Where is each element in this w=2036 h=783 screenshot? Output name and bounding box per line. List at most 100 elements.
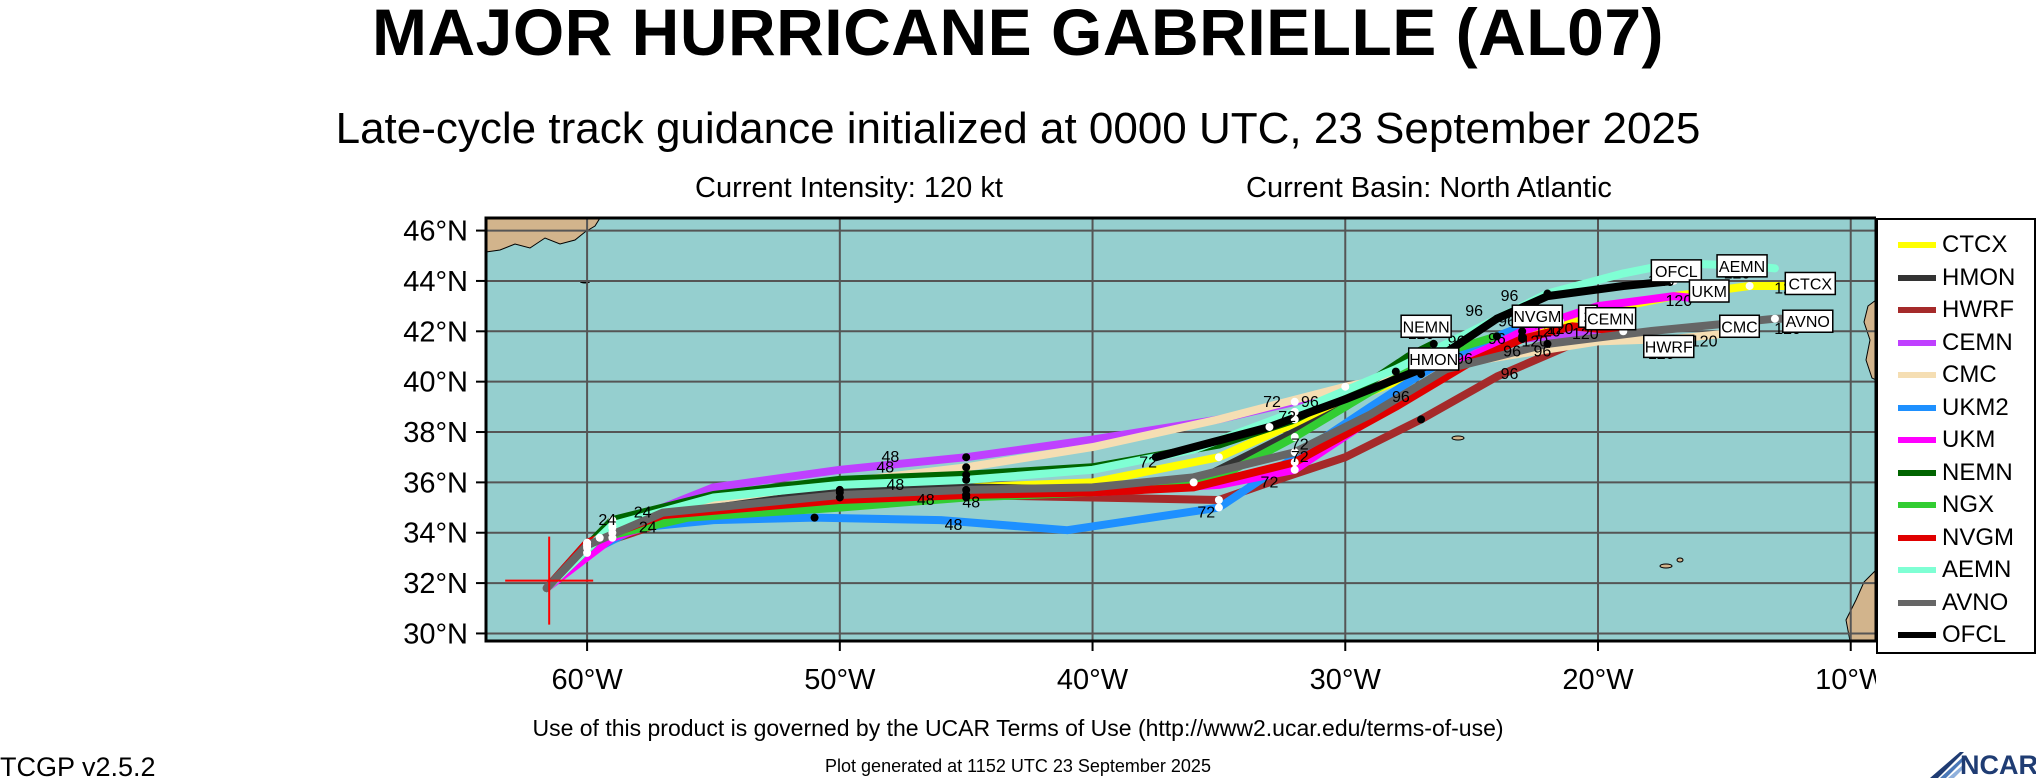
legend-label: HMON bbox=[1942, 263, 2016, 291]
forecast-hour-label: 48 bbox=[917, 492, 935, 509]
track-point bbox=[1290, 458, 1299, 467]
axis-labels: 60°W 50°W 40°W 30°W 20°W 10°W 30°N 32°N 34°N 36°N… bbox=[403, 216, 1876, 696]
model-label-text: CMC bbox=[1721, 319, 1757, 336]
legend-item-hmon: HMON bbox=[1898, 263, 2015, 293]
track-point bbox=[1290, 448, 1299, 457]
model-label-text: AVNO bbox=[1786, 314, 1830, 331]
legend-item-aemn: AEMN bbox=[1898, 555, 2011, 585]
legend-label: OFCL bbox=[1942, 621, 2007, 648]
forecast-hour-label: 72 bbox=[1197, 505, 1215, 522]
island-azores-1 bbox=[1451, 435, 1465, 441]
legend-swatch bbox=[1898, 372, 1936, 378]
page-title: MAJOR HURRICANE GABRIELLE (AL07) bbox=[371, 0, 1665, 69]
lat-tick-label: 42°N bbox=[403, 316, 468, 348]
legend: CTCX HMON HWRF CEMN CMC UKM2 UKM NEMN NGX NVGM AEM… bbox=[1876, 218, 2036, 654]
lat-tick-label: 38°N bbox=[403, 417, 468, 449]
model-label-box bbox=[1716, 254, 1768, 278]
legend-label: NVGM bbox=[1942, 523, 2014, 551]
legend-swatch bbox=[1898, 502, 1936, 508]
track-point bbox=[1290, 415, 1299, 424]
legend-label: AEMN bbox=[1942, 556, 2012, 583]
track-point bbox=[1492, 314, 1501, 323]
track-point bbox=[1214, 503, 1223, 512]
track-point bbox=[1543, 339, 1552, 348]
lon-tick-label: 30°W bbox=[1310, 664, 1382, 696]
legend-item-ukm2: UKM2 bbox=[1898, 393, 2009, 423]
forecast-hour-label: 72 bbox=[1278, 409, 1296, 426]
track-point bbox=[1290, 465, 1299, 474]
ncar-logo-icon bbox=[1930, 752, 1964, 778]
track-point bbox=[1214, 496, 1223, 504]
track-point bbox=[1518, 334, 1527, 343]
lat-tick-label: 44°N bbox=[403, 266, 468, 298]
track-point bbox=[583, 548, 592, 557]
track-point bbox=[962, 453, 971, 462]
forecast-hour-label: 96 bbox=[1465, 303, 1483, 320]
track-point bbox=[1290, 407, 1299, 416]
model-label-text: HWRF bbox=[1645, 339, 1693, 356]
track-point bbox=[1518, 327, 1527, 336]
legend-item-avno: AVNO bbox=[1898, 588, 2008, 618]
forecast-hour-label: 96 bbox=[1392, 389, 1410, 406]
land-newfoundland bbox=[486, 218, 601, 253]
model-label-box bbox=[1400, 314, 1452, 339]
legend-label: CMC bbox=[1942, 361, 1997, 388]
legend-swatch bbox=[1898, 404, 1936, 411]
model-label-text: HMON bbox=[1409, 352, 1458, 369]
island-canary-2 bbox=[1676, 557, 1684, 563]
legend-swatch bbox=[1898, 599, 1936, 606]
forecast-hour-label: 96 bbox=[1498, 313, 1516, 330]
forecast-hour-label: 72 bbox=[1261, 474, 1279, 491]
model-label-box bbox=[1784, 271, 1837, 296]
land-africa bbox=[1845, 569, 1876, 641]
forecast-hour-label: 96 bbox=[1534, 343, 1552, 360]
track-point bbox=[1290, 397, 1299, 406]
model-label-box bbox=[1650, 259, 1703, 283]
model-label-box bbox=[1407, 347, 1460, 371]
track-point bbox=[962, 463, 971, 472]
lat-tick-label: 32°N bbox=[403, 568, 468, 600]
legend-item-ngx: NGX bbox=[1898, 490, 1994, 520]
track-point bbox=[1341, 382, 1350, 391]
legend-label: CEMN bbox=[1942, 328, 2013, 356]
model-label-box bbox=[1688, 279, 1730, 303]
page-subtitle: Late-cycle track guidance initialized at… bbox=[335, 104, 1701, 153]
forecast-hour-label: 48 bbox=[887, 477, 905, 494]
model-label-text: NEMN bbox=[1403, 319, 1450, 336]
forecast-hour-label: 120 bbox=[1691, 333, 1718, 350]
lat-tick-label: 40°N bbox=[403, 367, 468, 399]
legend-swatch bbox=[1898, 274, 1936, 281]
track-point bbox=[962, 485, 971, 494]
legend-item-cemn: CEMN bbox=[1898, 328, 2013, 358]
legend-label: AVNO bbox=[1942, 588, 2009, 616]
track-point bbox=[1429, 339, 1438, 348]
legend-swatch bbox=[1898, 242, 1936, 248]
forecast-hour-label: 96 bbox=[1448, 333, 1466, 350]
legend-swatch bbox=[1898, 632, 1936, 638]
forecast-hour-label: 48 bbox=[945, 517, 963, 534]
track-point bbox=[1417, 370, 1426, 379]
model-label-text: CEMN bbox=[1587, 312, 1634, 329]
track-point bbox=[810, 513, 819, 522]
lon-tick-label: 10°W bbox=[1815, 664, 1876, 696]
lon-tick-label: 50°W bbox=[804, 664, 876, 696]
forecast-hour-label: 48 bbox=[881, 449, 899, 466]
forecast-hour-label: 72 bbox=[1139, 454, 1157, 471]
model-label-text: NVGM bbox=[1513, 309, 1561, 326]
forecast-hour-label: 72 bbox=[1291, 449, 1309, 466]
legend-item-nvgm: NVGM bbox=[1898, 523, 2014, 553]
model-label-box bbox=[1584, 306, 1637, 331]
legend-item-hwrf: HWRF bbox=[1898, 295, 2014, 325]
forecast-hour-label: 48 bbox=[876, 459, 894, 476]
map-frame bbox=[484, 216, 1876, 643]
track-point bbox=[1417, 415, 1426, 424]
ncar-logo-text: NCAR bbox=[1960, 750, 2036, 780]
model-label-text: CTCX bbox=[1789, 276, 1833, 293]
track-point bbox=[1290, 433, 1299, 442]
current-position-marker bbox=[505, 536, 594, 625]
track-point bbox=[608, 533, 617, 542]
track-point bbox=[1189, 478, 1198, 487]
legend-swatch bbox=[1898, 469, 1936, 476]
lat-tick-label: 34°N bbox=[403, 518, 468, 550]
legend-label: NEMN bbox=[1942, 458, 2013, 486]
